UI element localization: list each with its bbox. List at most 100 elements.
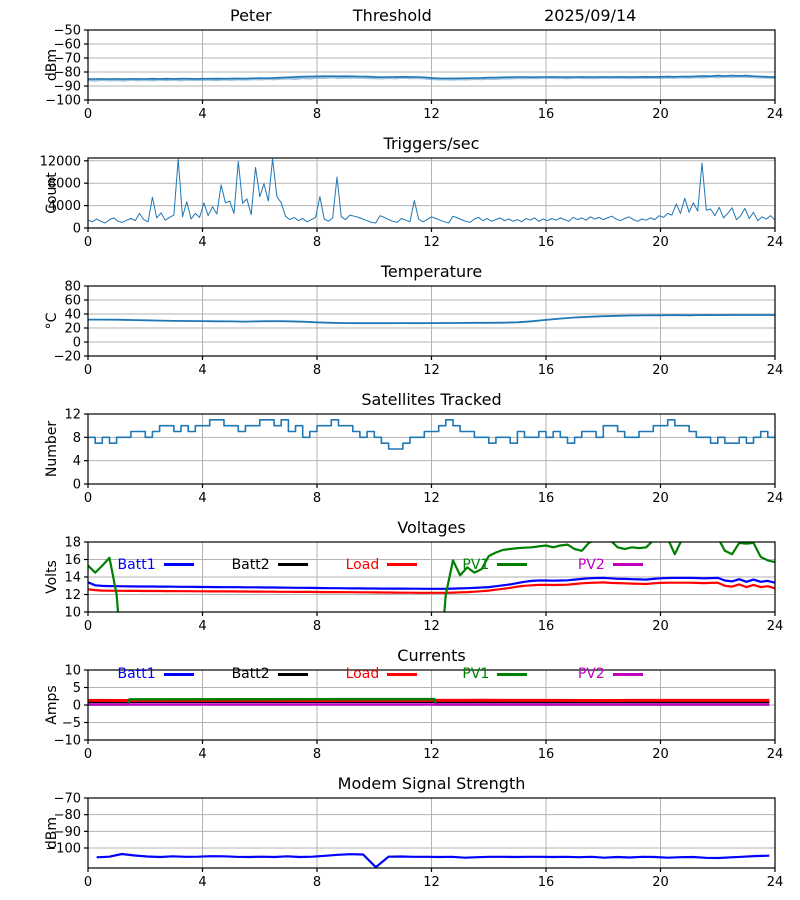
- panel-title: Satellites Tracked: [361, 390, 501, 409]
- y-tick-label: 4000: [48, 199, 81, 214]
- y-tick-label: 0: [73, 336, 81, 351]
- x-tick-label: 0: [84, 363, 92, 378]
- x-tick-label: 8: [313, 107, 321, 122]
- y-axis-label: Volts: [44, 560, 60, 594]
- y-tick-label: −100: [45, 94, 81, 109]
- y-axis-label: Amps: [44, 685, 60, 724]
- legend-label: Load: [345, 666, 380, 683]
- y-axis-label: °C: [44, 312, 60, 329]
- x-tick-label: 0: [84, 747, 92, 762]
- x-tick-label: 16: [538, 875, 555, 890]
- series-threshold-mean: [88, 74, 775, 80]
- series-batt1-volts: [88, 576, 775, 590]
- legend-label: PV2: [577, 556, 605, 573]
- y-tick-label: −10: [54, 734, 81, 749]
- series-trigger-rate: [88, 158, 775, 224]
- panel-satellites: 0 4 8 12 0 4 8 12 16 20 24 Number Satellites Tracked: [0, 384, 800, 512]
- x-tick-label: 8: [313, 235, 321, 250]
- legend-item-pv1: PV1: [462, 558, 528, 572]
- panel-title: Peter: [230, 6, 272, 25]
- y-tick-label: 20: [64, 322, 81, 337]
- x-tick-label: 16: [538, 107, 555, 122]
- legend-item-batt2: Batt2: [232, 667, 308, 681]
- panel-title: Modem Signal Strength: [338, 774, 526, 793]
- y-tick-label: −90: [54, 825, 81, 840]
- x-tick-label: 24: [767, 491, 784, 506]
- y-tick-label: −50: [54, 24, 81, 39]
- y-tick-label: −70: [54, 792, 81, 807]
- x-tick-label: 8: [313, 875, 321, 890]
- x-tick-label: 24: [767, 235, 784, 250]
- legend-line-sample: [163, 672, 194, 676]
- x-tick-label: 16: [538, 491, 555, 506]
- panel-title: Voltages: [397, 518, 465, 537]
- x-tick-label: 12: [423, 491, 440, 506]
- legend-item-load: Load: [346, 667, 418, 681]
- y-tick-label: 60: [64, 294, 81, 309]
- panel-title: Threshold: [352, 6, 432, 25]
- x-tick-label: 4: [198, 363, 206, 378]
- x-tick-label: 8: [313, 747, 321, 762]
- legend-line-sample: [497, 672, 528, 676]
- legend-line-sample: [387, 563, 418, 566]
- series-load-volts: [88, 581, 775, 594]
- legend-label: Batt2: [231, 666, 270, 683]
- x-tick-label: 4: [198, 107, 206, 122]
- x-tick-label: 4: [198, 491, 206, 506]
- x-tick-label: 20: [652, 491, 669, 506]
- legend-label: Load: [345, 556, 380, 573]
- legend-line-sample: [277, 563, 308, 566]
- legend-label: Batt1: [117, 556, 156, 573]
- x-tick-label: 20: [652, 747, 669, 762]
- x-tick-label: 24: [767, 363, 784, 378]
- voltages-plot: 10 12 14 16 18 0 4 8 12 16 20 24 Volts Voltages: [44, 518, 784, 634]
- y-tick-label: 12: [64, 588, 81, 603]
- legend-item-pv2: PV2: [578, 558, 643, 572]
- y-tick-label: 8: [73, 431, 81, 446]
- legend-line-sample: [612, 563, 643, 566]
- y-tick-label: 18: [64, 536, 81, 551]
- y-tick-label: 10: [64, 606, 81, 621]
- y-tick-label: −80: [54, 808, 81, 823]
- x-tick-label: 16: [538, 619, 555, 634]
- legend-line-sample: [163, 563, 194, 566]
- legend-line-sample: [497, 563, 528, 566]
- series-satellites-tracked: [88, 419, 775, 450]
- x-tick-label: 0: [84, 491, 92, 506]
- panel-title: 2025/09/14: [544, 6, 636, 25]
- x-tick-label: 20: [652, 619, 669, 634]
- y-tick-label: 5: [73, 681, 81, 696]
- x-tick-label: 24: [767, 747, 784, 762]
- y-tick-label: 40: [64, 308, 81, 323]
- x-tick-label: 4: [198, 875, 206, 890]
- legend-item-pv2: PV2: [578, 667, 643, 681]
- x-tick-label: 24: [767, 619, 784, 634]
- legend-line-sample: [612, 672, 643, 676]
- legend-label: Batt2: [231, 556, 270, 573]
- y-tick-label: −5: [62, 716, 81, 731]
- rssi-plot: −100−90−80−70−60−50 0 4 8 12 16 20 24 dBm Peter Th…: [44, 6, 783, 122]
- x-tick-label: 8: [313, 491, 321, 506]
- y-tick-label: 4: [73, 454, 81, 469]
- panel-title: Temperature: [380, 262, 482, 281]
- y-tick-label: 10: [64, 664, 81, 679]
- x-tick-label: 20: [652, 235, 669, 250]
- x-tick-label: 20: [652, 363, 669, 378]
- x-tick-label: 4: [198, 747, 206, 762]
- y-tick-label: 0: [73, 699, 81, 714]
- modem-plot: −100 −90 −80−70 0 4 8 12 16 20 24 dBm Modem Signal …: [44, 774, 784, 890]
- x-tick-label: 20: [652, 107, 669, 122]
- x-tick-label: 0: [84, 235, 92, 250]
- panel-temperature: −20 0 20 40 60 80 0 4 8 12 16 20 24 °C Temperature: [0, 256, 800, 384]
- panel-modem: −100 −90 −80 −70 0 4 8 12 16 20 24 dBm Modem Signal …: [0, 768, 800, 900]
- y-axis-label: Count: [44, 172, 60, 214]
- satellites-plot: 0 4 8 12 0 4 8 12 16 20 24 Number Satellites Tracked: [44, 390, 784, 506]
- legend-label: Batt1: [117, 666, 156, 683]
- series-temperature: [88, 314, 775, 325]
- y-tick-label: 16: [64, 553, 81, 568]
- x-tick-label: 24: [767, 875, 784, 890]
- panel-title: Triggers/sec: [383, 134, 480, 153]
- x-tick-label: 4: [198, 235, 206, 250]
